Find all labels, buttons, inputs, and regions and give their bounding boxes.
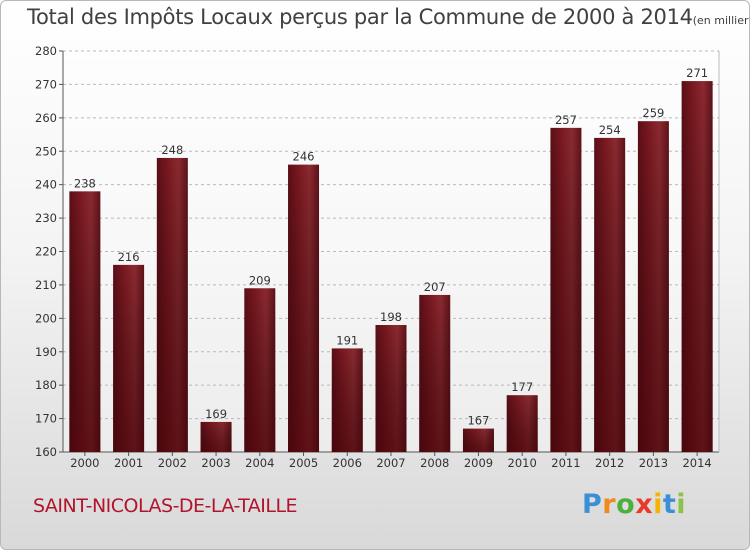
data-label: 169 (205, 407, 227, 421)
y-tick-label: 240 (35, 178, 57, 192)
y-tick-label: 260 (35, 111, 57, 125)
data-label: 248 (161, 143, 183, 157)
logo-letter: i (653, 489, 663, 520)
y-tick-label: 270 (35, 77, 57, 91)
chart-title-text: Total des Impôts Locaux perçus par la Co… (27, 5, 693, 29)
x-tick-label: 2007 (376, 456, 405, 470)
y-tick-label: 210 (35, 278, 57, 292)
data-label: 209 (249, 273, 271, 287)
x-tick-label: 2009 (464, 456, 493, 470)
bar-shade (462, 428, 494, 452)
logo-letter: i (676, 489, 687, 520)
y-tick-label: 200 (35, 311, 57, 325)
data-label: 271 (686, 66, 708, 80)
data-label: 254 (599, 123, 621, 137)
data-label: 167 (467, 414, 489, 428)
y-tick-label: 280 (35, 44, 57, 58)
bar-shade (375, 325, 407, 452)
y-tick-label: 250 (35, 144, 57, 158)
data-label: 191 (336, 333, 358, 347)
y-tick-label: 160 (35, 445, 57, 459)
data-label: 246 (293, 150, 315, 164)
data-label: 257 (555, 113, 577, 127)
bar-shade (681, 81, 713, 452)
bar-shade (594, 137, 626, 452)
x-tick-label: 2000 (70, 456, 99, 470)
y-tick-label: 180 (35, 378, 57, 392)
logo-letter: t (662, 489, 677, 520)
bar-shade (244, 288, 276, 452)
x-tick-label: 2005 (289, 456, 318, 470)
bar-shade (331, 348, 363, 452)
logo-letter: o (616, 489, 636, 520)
chart-title: Total des Impôts Locaux perçus par la Co… (27, 5, 749, 29)
logo-letter: x (635, 489, 654, 520)
proxiti-logo[interactable]: Proxiti (582, 489, 686, 520)
x-tick-label: 2014 (682, 456, 711, 470)
y-tick-label: 170 (35, 412, 57, 426)
x-tick-label: 2010 (508, 456, 537, 470)
logo-letter: r (602, 489, 617, 520)
x-tick-label: 2002 (158, 456, 187, 470)
y-tick-label: 190 (35, 345, 57, 359)
x-tick-label: 2004 (245, 456, 274, 470)
bar-shade (69, 191, 101, 452)
x-tick-label: 2008 (420, 456, 449, 470)
x-tick-label: 2001 (114, 456, 143, 470)
chart-unit-label: (en milliers d'€) (692, 14, 749, 27)
y-tick-label: 230 (35, 211, 57, 225)
x-tick-label: 2013 (639, 456, 668, 470)
bar-shade (113, 264, 145, 452)
x-tick-label: 2011 (551, 456, 580, 470)
data-label: 259 (642, 106, 664, 120)
data-label: 238 (74, 176, 96, 190)
x-tick-label: 2003 (201, 456, 230, 470)
bar-shade (288, 164, 320, 452)
bar-shade (550, 127, 582, 452)
data-label: 207 (424, 280, 446, 294)
bar-shade (637, 121, 669, 453)
data-label: 216 (118, 250, 140, 264)
bar-shade (506, 395, 538, 452)
y-tick-label: 220 (35, 245, 57, 259)
bar-shade (200, 421, 232, 452)
data-label: 198 (380, 310, 402, 324)
x-tick-label: 2006 (333, 456, 362, 470)
bar-shade (419, 294, 451, 452)
bar-shade (156, 157, 188, 452)
commune-name: SAINT-NICOLAS-DE-LA-TAILLE (33, 495, 298, 517)
x-tick-label: 2012 (595, 456, 624, 470)
data-label: 177 (511, 380, 533, 394)
logo-letter: P (582, 489, 603, 520)
